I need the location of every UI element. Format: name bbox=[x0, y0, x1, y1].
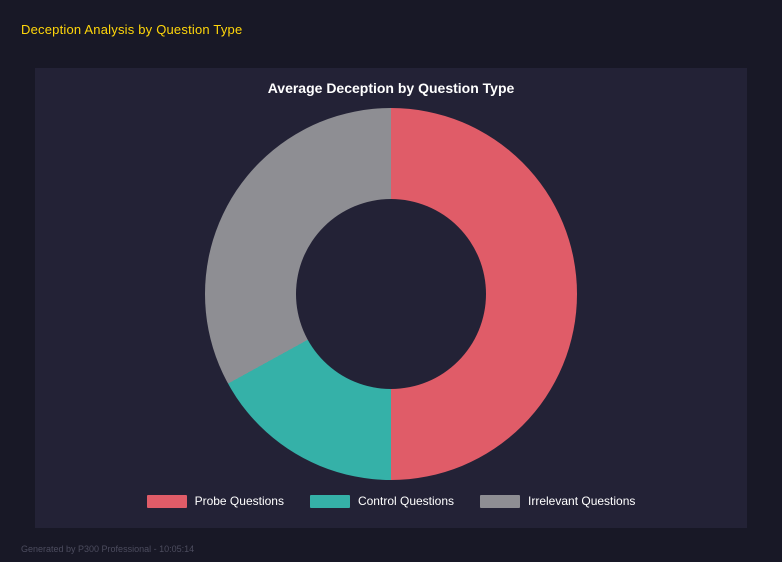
legend-item[interactable]: Irrelevant Questions bbox=[480, 494, 635, 508]
page-title: Deception Analysis by Question Type bbox=[21, 22, 243, 37]
chart-legend: Probe Questions Control Questions Irreleva… bbox=[35, 494, 747, 508]
legend-label: Control Questions bbox=[357, 494, 455, 508]
legend-swatch bbox=[146, 494, 187, 508]
legend-swatch bbox=[309, 494, 350, 508]
legend-label: Irrelevant Questions bbox=[528, 494, 636, 508]
legend-label: Probe Questions bbox=[194, 494, 284, 508]
footer-text: Generated by P300 Professional - 10:05:1… bbox=[21, 544, 195, 554]
donut-chart bbox=[205, 108, 577, 480]
chart-title: Average Deception by Question Type bbox=[267, 80, 515, 96]
legend-item[interactable]: Control Questions bbox=[309, 494, 455, 508]
legend-swatch bbox=[480, 494, 521, 508]
donut-hole bbox=[296, 199, 486, 389]
chart-panel: Average Deception by Question Type Probe… bbox=[35, 68, 747, 528]
legend-item[interactable]: Probe Questions bbox=[146, 494, 284, 508]
